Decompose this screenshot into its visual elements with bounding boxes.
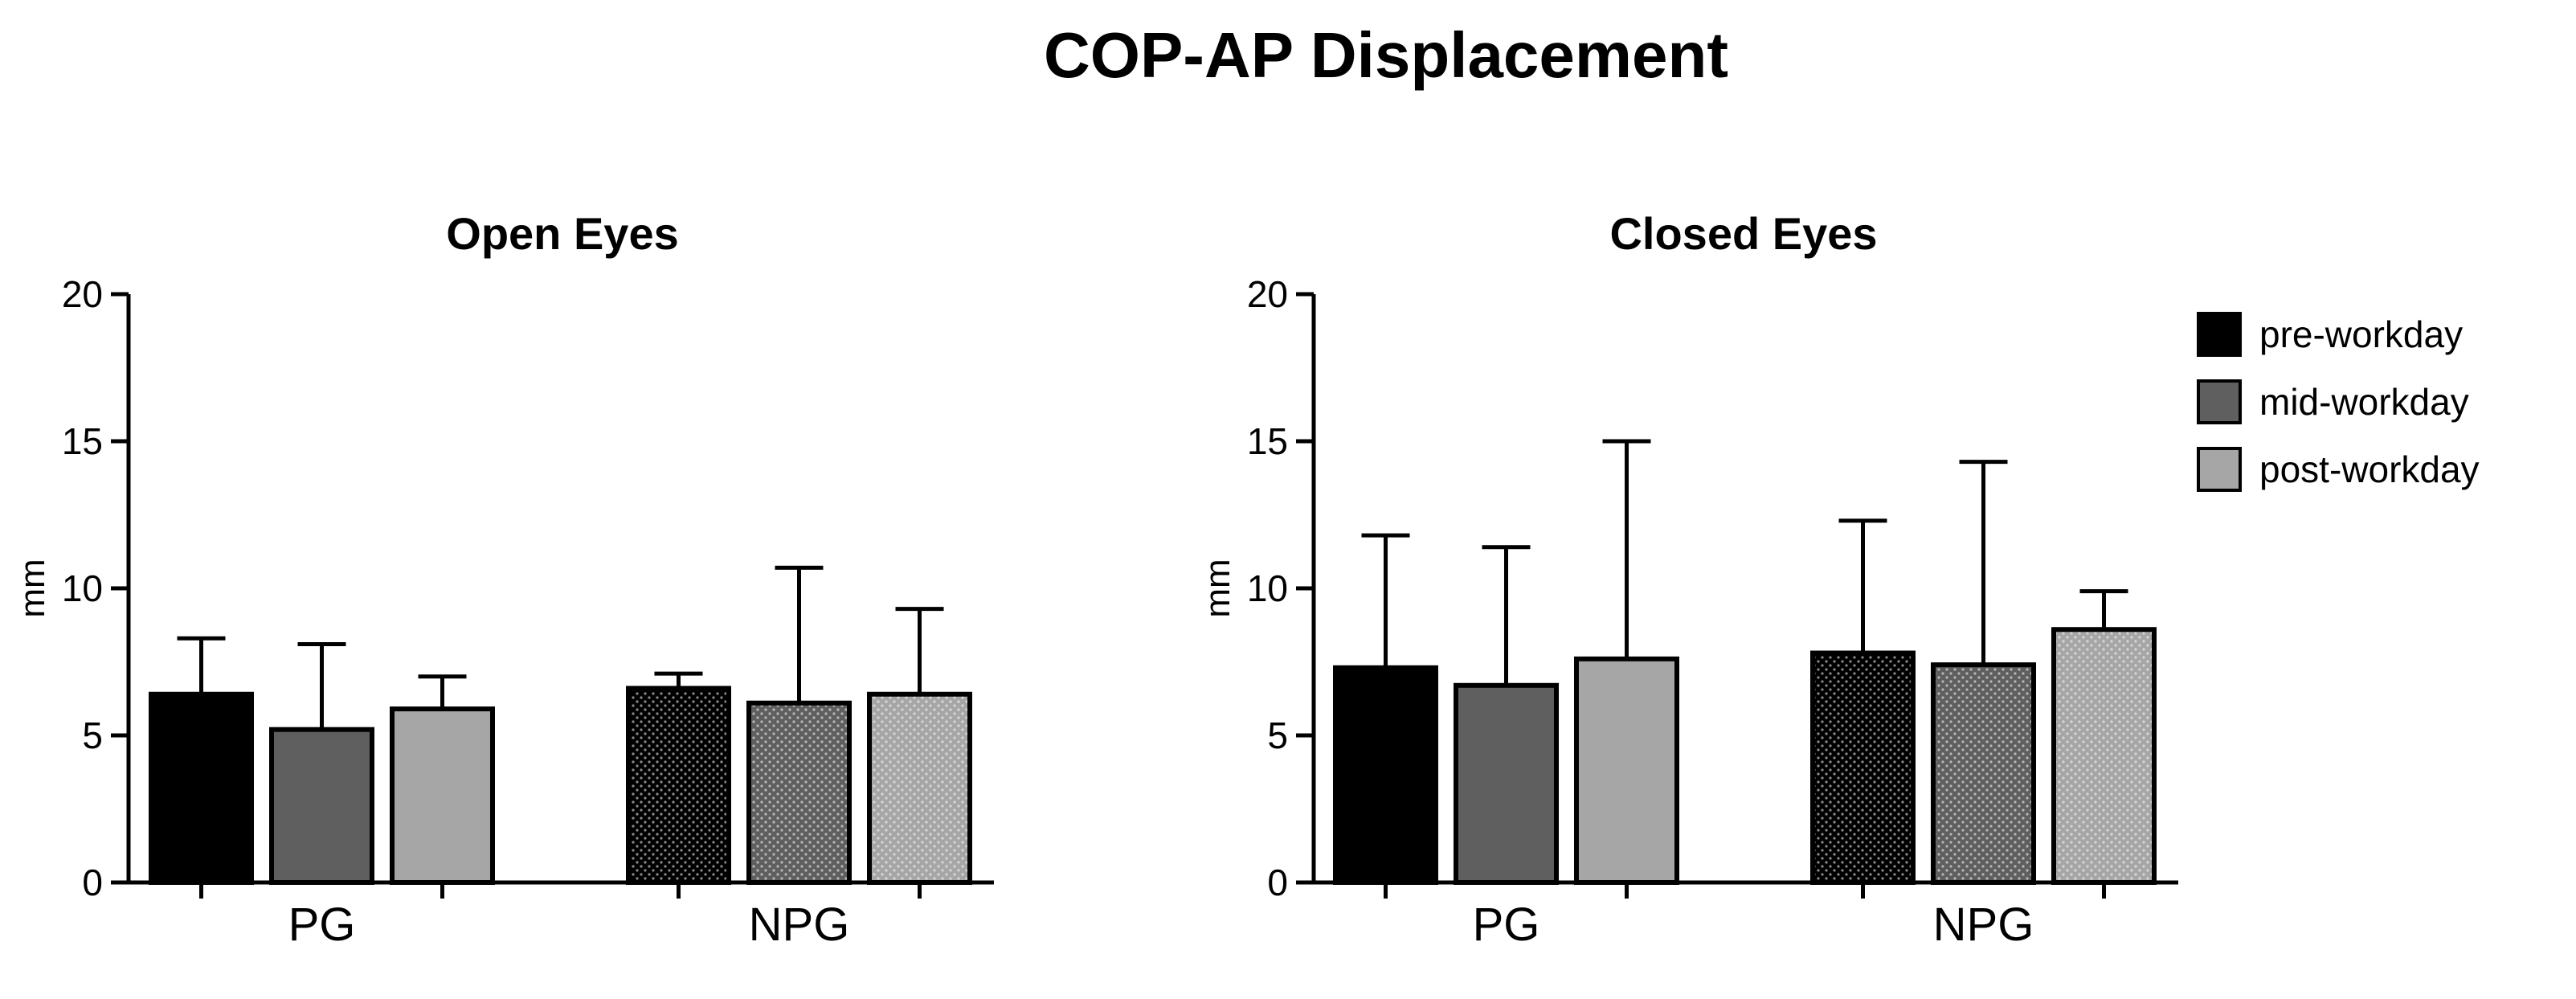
bar-pre-pg [1333, 665, 1438, 885]
panel-title: Open Eyes [446, 208, 678, 259]
y-tick-label: 5 [1267, 714, 1288, 756]
bar-mid-pg [1454, 682, 1559, 886]
x-category-label: PG [1473, 899, 1540, 951]
legend-item-mid[interactable]: mid-workday [2197, 379, 2469, 424]
x-category-label: PG [288, 899, 356, 951]
bar-post-pg [390, 706, 495, 885]
legend-label-post: post-workday [2259, 448, 2480, 490]
legend-swatch-pre [2197, 312, 2242, 357]
x-category-label: NPG [1933, 899, 2034, 951]
y-tick-label: 15 [62, 420, 103, 462]
y-tick-label: 0 [1267, 862, 1288, 903]
y-tick-label: 5 [82, 714, 103, 756]
bar-pattern-post-npg [872, 696, 967, 880]
y-axis-label: mm [13, 559, 52, 617]
y-tick-label: 10 [1247, 567, 1288, 609]
legend-label-mid: mid-workday [2259, 381, 2469, 423]
figure-title: COP-AP Displacement [1044, 19, 1728, 91]
bar-mid-pg [269, 727, 374, 885]
legend-label-pre: pre-workday [2259, 313, 2463, 355]
bar-pattern-pre-npg [1815, 655, 1911, 880]
bar-pattern-mid-npg [751, 705, 847, 880]
y-axis-label: mm [1198, 559, 1237, 617]
y-tick-label: 10 [62, 567, 103, 609]
legend: pre-workday mid-workday post-workday [2197, 312, 2480, 492]
y-tick-label: 20 [1247, 273, 1288, 315]
panel-closed-eyes: Closed Eyes mm 0 5 10 15 20 PG NPG [1198, 208, 2178, 951]
panel-open-eyes: Open Eyes mm 0 5 10 15 20 PG NPG [13, 208, 994, 951]
y-tick-label: 0 [82, 862, 103, 903]
legend-item-pre[interactable]: pre-workday [2197, 312, 2463, 357]
bar-pattern-pre-npg [631, 690, 726, 880]
bar-pattern-mid-npg [1936, 667, 2031, 880]
x-category-label: NPG [749, 899, 850, 951]
legend-item-post[interactable]: post-workday [2197, 447, 2480, 492]
y-tick-label: 15 [1247, 420, 1288, 462]
panel-title: Closed Eyes [1609, 208, 1877, 259]
bar-post-pg [1574, 656, 1679, 886]
legend-swatch-mid [2197, 379, 2242, 424]
legend-swatch-post [2197, 447, 2242, 492]
bar-pattern-post-npg [2056, 632, 2152, 880]
bar-pre-pg [149, 691, 254, 886]
y-tick-label: 20 [62, 273, 103, 315]
